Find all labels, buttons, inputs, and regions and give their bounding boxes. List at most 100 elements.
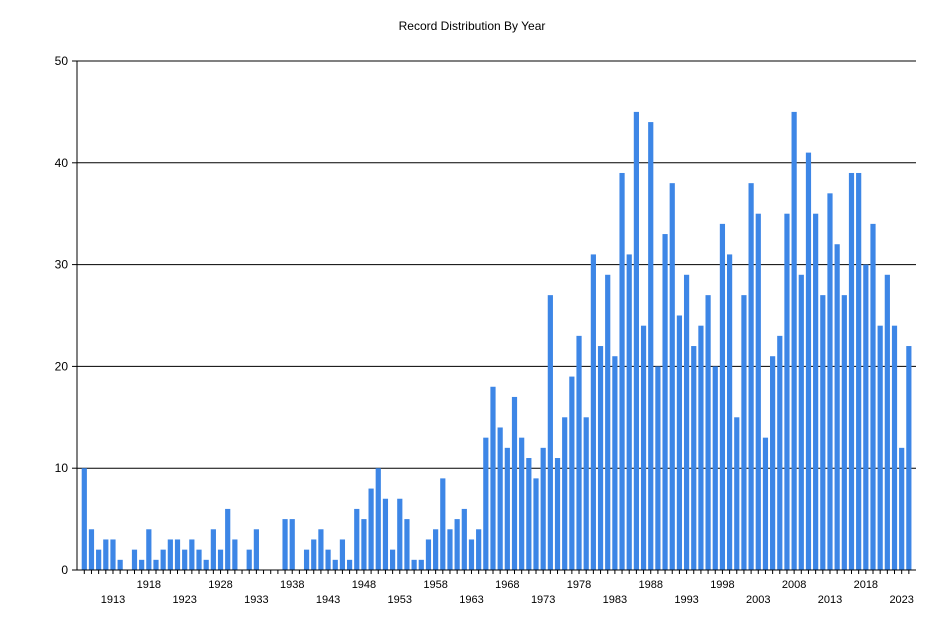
x-tick-label: 1943: [316, 594, 340, 606]
y-tick-label: 30: [55, 258, 69, 272]
x-tick-label: 1993: [674, 594, 698, 606]
bar: [770, 356, 776, 570]
bar: [311, 539, 317, 570]
bar: [153, 559, 159, 570]
bar: [511, 396, 518, 570]
bar: [217, 549, 224, 570]
bar: [382, 498, 389, 570]
x-tick-label: 1938: [280, 579, 304, 591]
bar: [590, 254, 596, 571]
bar: [691, 346, 697, 570]
x-tick-label: 1988: [638, 579, 662, 591]
bar: [848, 172, 855, 571]
y-tick-label: 10: [55, 461, 69, 475]
bar: [712, 366, 718, 570]
bar: [741, 295, 747, 570]
bar: [390, 549, 396, 570]
bar: [519, 437, 525, 570]
bar: [318, 529, 324, 570]
bar: [160, 549, 166, 570]
bar: [103, 539, 109, 570]
bars: [81, 111, 912, 571]
y-tick-label: 40: [55, 156, 69, 170]
bar: [174, 539, 181, 570]
bar: [117, 559, 123, 570]
bar: [468, 539, 475, 570]
bar: [569, 376, 575, 570]
y-tick-label: 20: [55, 359, 69, 373]
bar: [827, 193, 833, 570]
bar: [669, 183, 675, 570]
y-tick-label: 0: [61, 563, 68, 577]
bar: [547, 295, 553, 570]
bar: [131, 549, 138, 570]
x-tick-label: 2018: [854, 579, 878, 591]
bar: [597, 346, 604, 570]
bar: [791, 111, 797, 571]
bar: [748, 183, 754, 570]
bar: [397, 498, 403, 570]
bar: [461, 508, 467, 570]
x-tick-label: 1973: [531, 594, 555, 606]
bar: [734, 417, 740, 570]
bar: [210, 529, 216, 570]
bar: [662, 234, 668, 570]
bar: [289, 519, 295, 570]
bar: [110, 539, 116, 570]
bar: [834, 244, 840, 571]
x-tick-label: 1968: [495, 579, 519, 591]
x-tick-label: 1948: [352, 579, 376, 591]
bar: [303, 549, 310, 570]
bar: [906, 346, 912, 570]
x-tick-label: 1923: [172, 594, 196, 606]
bar: [798, 274, 804, 570]
bar: [863, 264, 869, 570]
x-tick-label: 1983: [603, 594, 627, 606]
x-tick-label: 2023: [889, 594, 913, 606]
bar: [626, 254, 632, 571]
x-tick-label: 1963: [459, 594, 483, 606]
bar: [225, 508, 231, 570]
bar: [605, 274, 611, 570]
bar: [454, 519, 460, 570]
x-tick-label: 1958: [423, 579, 447, 591]
bar: [676, 315, 683, 570]
bar: [576, 335, 582, 570]
bar: [411, 559, 417, 570]
bar: [139, 559, 145, 570]
bar: [698, 325, 704, 570]
bar: [877, 325, 883, 570]
bar: [232, 539, 238, 570]
bar: [354, 508, 360, 570]
bar: [282, 519, 288, 570]
bar: [619, 172, 625, 571]
bar: [433, 529, 439, 570]
bar: [805, 152, 812, 570]
bar: [203, 559, 209, 570]
bar: [425, 539, 432, 570]
x-tick-label: 1998: [710, 579, 734, 591]
y-tick-label: 50: [55, 54, 69, 68]
bar: [705, 295, 711, 570]
x-tick-labels: 1913 1918 1923 1928 1933 1938 1943 1948 1953 1958…: [101, 579, 914, 606]
bar: [246, 549, 252, 570]
bar: [841, 295, 847, 570]
bar: [146, 529, 152, 570]
bar: [88, 529, 95, 570]
y-tick-labels: 0 10 20 30 40 50: [55, 54, 69, 577]
bar: [375, 468, 381, 570]
bar: [96, 549, 102, 570]
bar: [554, 458, 561, 570]
x-tick-label: 2013: [818, 594, 842, 606]
bar: [719, 223, 726, 570]
bar: [476, 529, 482, 570]
bar: [440, 478, 446, 570]
bar: [899, 447, 905, 570]
bar: [339, 539, 346, 570]
chart-title: Record Distribution By Year: [399, 19, 546, 33]
bar: [332, 559, 338, 570]
bar: [497, 427, 503, 570]
bar: [361, 519, 367, 570]
x-tick-label: 1913: [101, 594, 125, 606]
bar: [856, 172, 862, 571]
